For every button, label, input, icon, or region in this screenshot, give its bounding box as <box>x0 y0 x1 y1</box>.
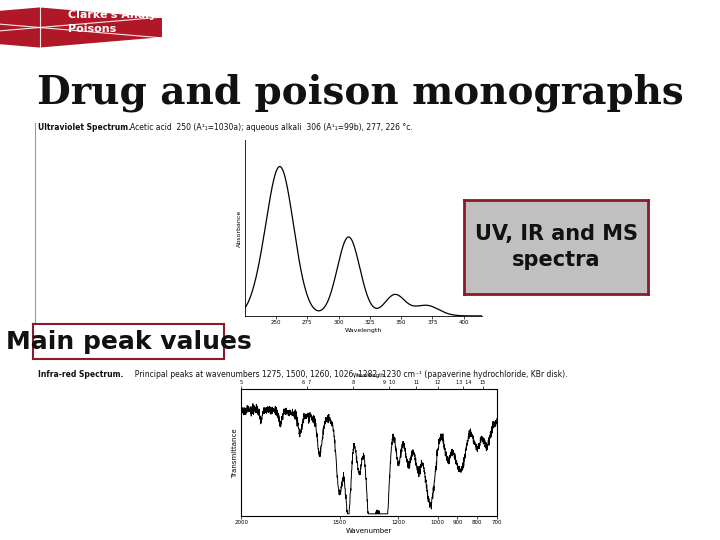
Y-axis label: Absorbance: Absorbance <box>237 210 242 247</box>
Text: Drug and poison monographs: Drug and poison monographs <box>37 73 683 111</box>
Text: Ultraviolet Spectrum.: Ultraviolet Spectrum. <box>38 123 131 132</box>
Text: Main peak values: Main peak values <box>6 329 251 354</box>
Text: Acetic acid  250 (A¹₁=1030a); aqueous alkali  306 (A¹₁=99b), 277, 226 °c.: Acetic acid 250 (A¹₁=1030a); aqueous alk… <box>130 123 413 132</box>
X-axis label: Wavenumber: Wavenumber <box>346 528 392 534</box>
Text: Principal peaks at wavenumbers 1275, 1500, 1260, 1026, 1282, 1230 cm⁻¹ (papaveri: Principal peaks at wavenumbers 1275, 150… <box>130 370 567 379</box>
Polygon shape <box>0 6 163 49</box>
X-axis label: Wavelength: Wavelength <box>353 373 385 379</box>
Text: UV, IR and MS
spectra: UV, IR and MS spectra <box>474 224 638 270</box>
Text: Clarke's Analysis of Drugs and
Poisons: Clarke's Analysis of Drugs and Poisons <box>68 10 258 34</box>
X-axis label: Wavelength: Wavelength <box>345 328 382 333</box>
Text: Infra-red Spectrum.: Infra-red Spectrum. <box>38 370 123 379</box>
Y-axis label: Transmittance: Transmittance <box>233 428 238 477</box>
